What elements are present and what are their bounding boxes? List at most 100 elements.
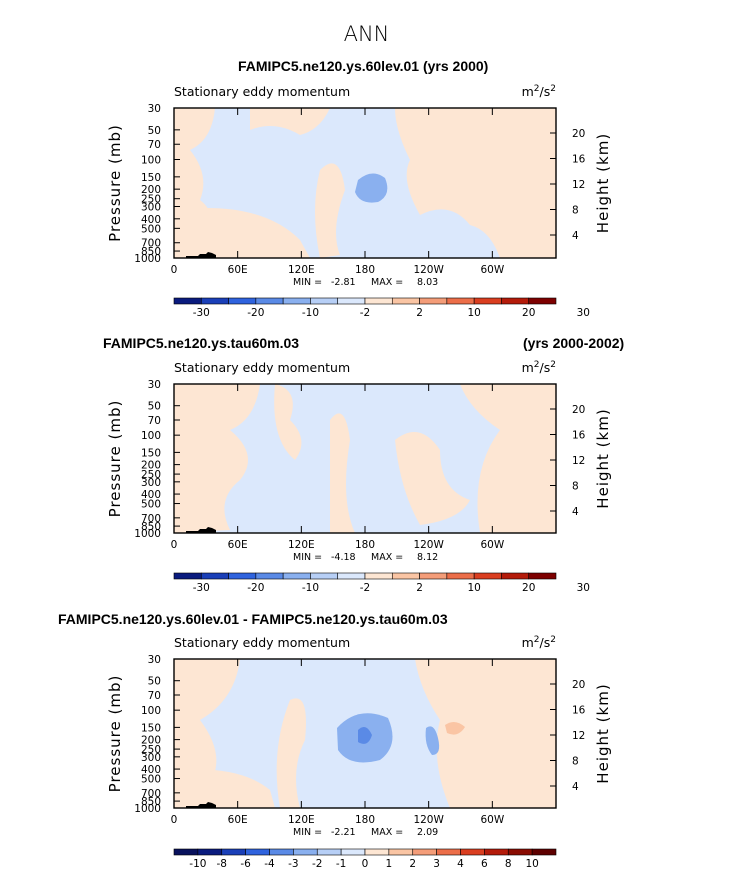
- colorbar-label: 6: [481, 858, 488, 870]
- min-value: -2.21: [331, 827, 356, 838]
- min-label: MIN =: [293, 552, 322, 563]
- pressure-tick-label: 1000: [134, 253, 161, 265]
- colorbar-box: [340, 848, 366, 856]
- colorbar-label: -8: [217, 858, 227, 870]
- colorbar-box: [388, 848, 414, 856]
- pressure-tick-label: 250: [141, 744, 161, 756]
- colorbar-label: 2: [409, 858, 416, 870]
- max-value: 8.03: [417, 277, 438, 288]
- min-value: -2.81: [331, 277, 356, 288]
- pressure-tick-label: 70: [148, 415, 161, 427]
- colorbar-box: [446, 297, 475, 305]
- longitude-tick-label: 60E: [228, 539, 248, 551]
- panel-2-years: (yrs 2000-2002): [523, 335, 625, 351]
- colorbar-label: -10: [302, 307, 319, 319]
- panel-1-group: Stationary eddy momentum m2/s230507010015…: [106, 84, 612, 319]
- colorbar-label: -1: [336, 858, 346, 870]
- colorbar-box: [200, 297, 229, 305]
- positive-contour-region: [415, 659, 556, 808]
- height-tick-label: 16: [572, 705, 586, 717]
- pressure-tick-label: 100: [141, 155, 161, 167]
- colorbar-box: [507, 848, 533, 856]
- height-tick-label: 20: [572, 679, 585, 691]
- colorbar-box: [255, 297, 284, 305]
- y-axis-title: Pressure (mb): [106, 124, 124, 242]
- longitude-tick-label: 0: [171, 814, 178, 826]
- colorbar-box: [337, 297, 366, 305]
- colorbar-box: [446, 572, 475, 580]
- longitude-tick-label: 0: [171, 539, 178, 551]
- colorbar-box: [473, 572, 502, 580]
- colorbar-label: 20: [522, 582, 535, 594]
- pressure-tick-label: 300: [141, 752, 161, 764]
- pressure-tick-label: 250: [141, 469, 161, 481]
- height-tick-label: 8: [572, 756, 579, 768]
- variable-label: Stationary eddy momentum: [174, 360, 350, 375]
- height-tick-label: 12: [572, 455, 585, 467]
- longitude-tick-label: 120W: [413, 814, 444, 826]
- colorbar-label: -30: [193, 582, 210, 594]
- colorbar-label: -3: [288, 858, 298, 870]
- colorbar-box: [391, 572, 420, 580]
- colorbar-box: [460, 848, 485, 856]
- pressure-tick-label: 150: [141, 172, 161, 184]
- pressure-tick-label: 200: [141, 184, 161, 196]
- positive-contour-region: [174, 384, 260, 533]
- longitude-tick-label: 120W: [413, 264, 444, 276]
- terrain-mask: [186, 527, 216, 533]
- height-tick-label: 4: [572, 230, 579, 242]
- colorbar-label: 1: [386, 858, 393, 870]
- positive-contour-region: [174, 659, 240, 800]
- pressure-tick-label: 300: [141, 201, 161, 213]
- positive-contour-region: [395, 108, 556, 258]
- pressure-tick-label: 500: [141, 223, 161, 235]
- pressure-tick-label: 500: [141, 774, 161, 786]
- colorbar-box: [282, 297, 311, 305]
- colorbar-box: [173, 572, 202, 580]
- colorbar-label: -30: [193, 307, 210, 319]
- figure-title: ANN: [343, 22, 390, 46]
- colorbar-box: [282, 572, 311, 580]
- height-tick-label: 4: [572, 506, 579, 518]
- colorbar-label: 10: [467, 582, 480, 594]
- y2-axis-title: Height (km): [594, 683, 612, 783]
- units-label: m2/s2: [522, 360, 556, 375]
- colorbar-box: [293, 848, 318, 856]
- pressure-tick-label: 700: [141, 513, 161, 525]
- colorbar-box: [255, 572, 284, 580]
- height-tick-label: 20: [572, 128, 585, 140]
- longitude-tick-label: 180: [355, 814, 375, 826]
- units-label: m2/s2: [522, 635, 556, 650]
- colorbar-box: [228, 297, 257, 305]
- height-tick-label: 12: [572, 179, 585, 191]
- max-label: MAX =: [371, 277, 403, 288]
- colorbar-label: -2: [360, 307, 370, 319]
- colorbar-label: 0: [362, 858, 369, 870]
- height-tick-label: 4: [572, 781, 579, 793]
- longitude-tick-label: 60W: [480, 539, 504, 551]
- y-axis-title: Pressure (mb): [106, 400, 124, 518]
- colorbar-box: [173, 848, 199, 856]
- colorbar-box: [528, 297, 557, 305]
- positive-contour-region: [276, 698, 306, 808]
- panel-2-title: FAMIPC5.ne120.ys.tau60m.03: [103, 335, 300, 351]
- pressure-tick-label: 100: [141, 705, 161, 717]
- pressure-tick-label: 30: [148, 379, 161, 391]
- min-label: MIN =: [293, 827, 322, 838]
- pressure-tick-label: 30: [148, 654, 161, 666]
- pressure-tick-label: 50: [148, 676, 161, 688]
- height-tick-label: 8: [572, 481, 579, 493]
- colorbar-label: 10: [467, 307, 480, 319]
- pressure-tick-label: 1000: [134, 803, 161, 815]
- colorbar-label: -4: [264, 858, 275, 870]
- pressure-tick-label: 150: [141, 722, 161, 734]
- variable-label: Stationary eddy momentum: [174, 635, 350, 650]
- colorbar-label: 30: [577, 582, 590, 594]
- longitude-tick-label: 60W: [480, 814, 504, 826]
- negative-contour-region: [445, 721, 465, 735]
- pressure-tick-label: 200: [141, 460, 161, 472]
- colorbar-label: 10: [525, 858, 538, 870]
- pressure-tick-label: 850: [141, 796, 161, 808]
- positive-contour-region: [174, 208, 310, 258]
